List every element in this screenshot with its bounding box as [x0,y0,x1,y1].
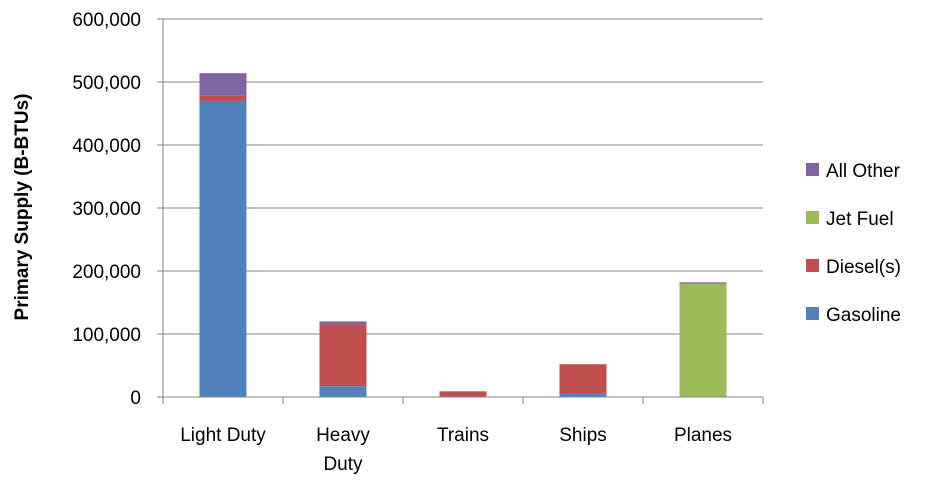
legend-swatch [806,307,819,320]
bar-gasoline-segment [319,386,367,397]
bar-diesel-s--segment [319,324,367,387]
legend-swatch [806,211,819,224]
y-tick-labels: 0 100,000 200,000 300,000 400,000 500,000 600,… [72,10,141,409]
legend-label: Diesel(s) [826,257,901,278]
legend-label: All Other [826,161,901,182]
legend-swatch [806,163,819,176]
legend-item: All Other [806,161,901,182]
x-tick-label: Planes [674,425,732,446]
legend-label: Gasoline [826,305,901,326]
bar-gasoline-segment [199,100,247,398]
x-tick-label: Ships [559,425,607,446]
bar-all-other-segment [199,73,247,96]
bar-diesel-s--segment [559,364,607,394]
x-tick-label: Heavy [316,425,370,446]
bar-all-other-segment [679,282,727,284]
y-tick-label: 200,000 [72,262,141,283]
legend-item: Gasoline [806,305,901,326]
y-tick-label: 100,000 [72,325,141,346]
y-tick-label: 0 [130,388,141,409]
bar-diesel-s--segment [439,391,487,397]
bar-jet-fuel-segment [679,283,727,397]
x-tick-label: Trains [437,425,489,446]
y-tick-label: 500,000 [72,73,141,94]
legend-item: Jet Fuel [806,209,894,230]
bars [199,73,727,398]
legend-label: Jet Fuel [826,209,894,230]
x-tick-labels: Light Duty Heavy Duty Trains Ships Planes [180,425,732,475]
axes [157,18,764,404]
legend: All Other Jet Fuel Diesel(s) Gasoline [806,161,901,326]
x-tick-label: Duty [323,454,363,475]
bar-gasoline-segment [559,393,607,397]
y-axis-label: Primary Supply (B-BTUs) [12,94,33,321]
bar-all-other-segment [319,321,367,325]
bar-diesel-s--segment [199,95,247,101]
y-tick-label: 400,000 [72,136,141,157]
legend-swatch [806,259,819,272]
x-tick-label: Light Duty [180,425,266,446]
y-tick-label: 300,000 [72,199,141,220]
y-tick-label: 600,000 [72,10,141,31]
legend-item: Diesel(s) [806,257,901,278]
gridlines [163,18,763,335]
